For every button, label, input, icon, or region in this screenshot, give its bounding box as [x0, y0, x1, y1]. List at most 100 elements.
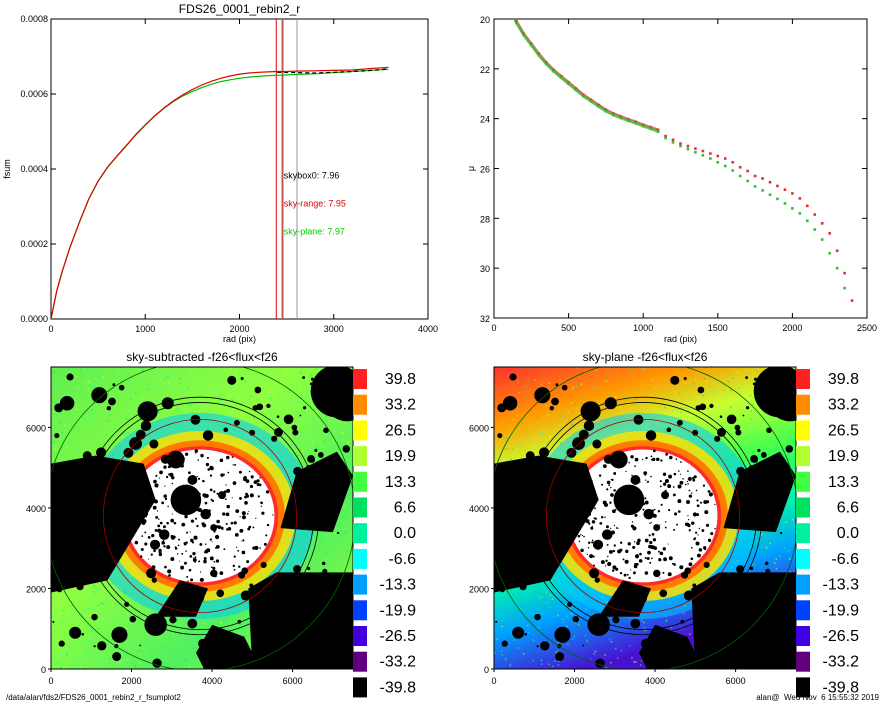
noise-pixel [787, 549, 790, 552]
data-point [567, 82, 570, 86]
noise-pixel [55, 401, 57, 404]
aperture-ellipse [529, 402, 757, 630]
noise-pixel [140, 663, 142, 666]
data-point [701, 153, 705, 157]
noise-pixel [552, 616, 555, 618]
noise-pixel [752, 403, 755, 406]
noise-pixel [501, 620, 503, 622]
noise-pixel [748, 570, 751, 572]
galaxy-speck [630, 569, 632, 571]
data-point [723, 164, 727, 168]
noise-pixel [119, 661, 121, 664]
noise-pixel [242, 628, 244, 631]
noise-pixel [762, 427, 764, 429]
noise-pixel [68, 390, 71, 393]
noise-pixel [64, 634, 66, 636]
noise-pixel [79, 439, 81, 441]
galaxy-speck [173, 521, 177, 525]
noise-pixel [178, 378, 181, 380]
galaxy-speck [651, 522, 653, 524]
star-mask [612, 616, 620, 624]
noise-pixel [693, 382, 695, 385]
noise-pixel [336, 532, 338, 534]
noise-pixel [653, 387, 656, 389]
noise-pixel [553, 589, 556, 592]
galaxy-speck [639, 552, 642, 556]
noise-pixel [578, 377, 581, 379]
star-mask [226, 455, 230, 460]
star-mask [497, 433, 503, 439]
noise-pixel [110, 643, 113, 646]
noise-pixel [540, 383, 543, 386]
colorbar-swatch [796, 471, 810, 492]
galaxy-speck [177, 544, 180, 547]
noise-pixel [310, 413, 312, 415]
noise-pixel [297, 438, 300, 440]
footer-timestamp: alan@ Wed Nov 6 15:55:32 2019 [756, 693, 879, 702]
galaxy-speck [606, 480, 611, 485]
colorbar-swatch [796, 369, 810, 389]
galaxy-speck [705, 523, 710, 527]
galaxy-speck [171, 482, 174, 485]
star-mask [735, 429, 742, 436]
noise-pixel [132, 662, 134, 665]
star-mask [129, 615, 137, 623]
star-mask [734, 424, 741, 431]
galaxy-speck [692, 478, 696, 482]
galaxy-speck [164, 565, 167, 569]
star-mask [572, 615, 580, 623]
noise-pixel [248, 398, 251, 401]
y-tick-label: 2000 [26, 584, 46, 594]
galaxy-speck [248, 525, 252, 529]
noise-pixel [760, 566, 763, 568]
galaxy-speck [676, 523, 679, 526]
noise-pixel [107, 581, 110, 584]
galaxy-speck [653, 449, 656, 453]
noise-pixel [605, 380, 608, 382]
galaxy-speck [188, 471, 191, 475]
noise-pixel [102, 413, 104, 416]
colorbar-swatch [353, 677, 367, 698]
data-point [746, 179, 749, 183]
noise-pixel [108, 657, 111, 660]
noise-pixel [327, 431, 329, 434]
galaxy-speck [192, 558, 197, 562]
galaxy-speck [601, 516, 604, 519]
noise-pixel [516, 415, 519, 417]
galaxy-speck [241, 550, 246, 555]
star-mask [233, 419, 240, 426]
noise-pixel [559, 378, 561, 381]
star-mask [557, 654, 562, 660]
star-mask [643, 508, 654, 520]
image-area [494, 367, 796, 669]
galaxy-speck [591, 541, 594, 544]
galaxy-speck [679, 473, 682, 475]
star-mask [58, 640, 65, 647]
noise-pixel [141, 370, 144, 373]
noise-pixel [769, 542, 772, 545]
star-mask [146, 568, 157, 579]
noise-pixel [91, 629, 94, 632]
noise-pixel [714, 393, 717, 395]
galaxy-speck [631, 474, 633, 477]
noise-pixel [134, 665, 136, 668]
noise-pixel [72, 662, 75, 665]
noise-pixel [643, 626, 646, 629]
galaxy-speck [188, 568, 192, 572]
galaxy-speck [591, 520, 596, 524]
data-point [508, 3, 511, 6]
noise-pixel [346, 492, 348, 495]
noise-pixel [641, 367, 644, 370]
galaxy-speck [178, 538, 181, 541]
star-mask [106, 405, 112, 411]
noise-pixel [764, 546, 767, 548]
galaxy-speck [617, 527, 619, 529]
series-band [513, 19, 659, 133]
galaxy-speck [690, 492, 693, 494]
galaxy-speck [660, 503, 663, 506]
noise-pixel [341, 432, 344, 434]
y-tick-label: 0.0008 [20, 14, 48, 24]
galaxy-speck [628, 576, 631, 580]
galaxy-speck [162, 539, 165, 542]
y-tick-label: 26 [480, 165, 490, 175]
